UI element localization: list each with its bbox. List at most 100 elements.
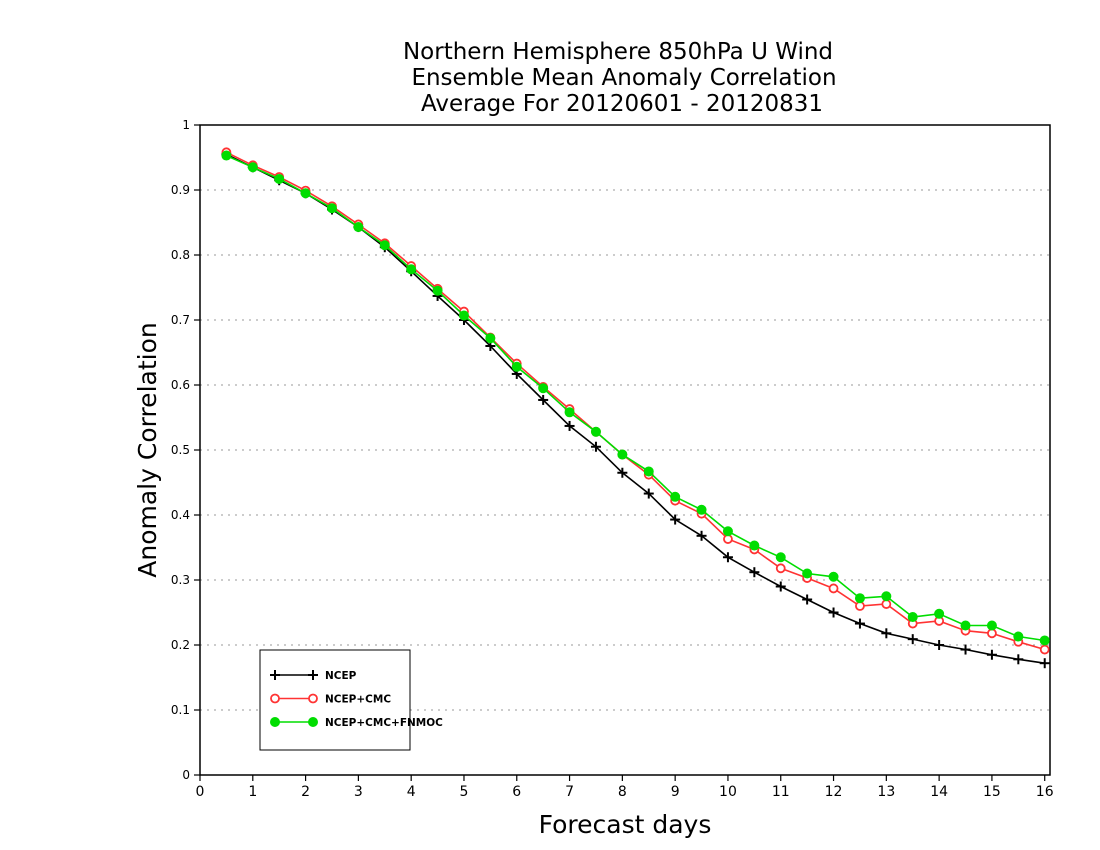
y-tick-label: 1 (182, 118, 190, 132)
y-axis: 0 0.1 0.2 0.3 0.4 0.5 0.6 0.7 0.8 0.9 1 (171, 118, 200, 782)
data-point-filled-circle (353, 222, 364, 233)
data-point-plus (270, 670, 280, 680)
data-point-filled-circle (308, 717, 318, 727)
data-point-filled-circle (802, 568, 813, 579)
x-tick-label: 12 (825, 784, 843, 800)
data-point-filled-circle (274, 173, 285, 184)
series-line (226, 154, 1045, 642)
y-tick-label: 0.4 (171, 508, 190, 522)
grid-lines (200, 189, 1050, 711)
data-point-filled-circle (617, 449, 628, 460)
data-point-plus (881, 628, 892, 639)
legend-box (259, 649, 411, 751)
data-point-plus (643, 488, 654, 499)
data-point-filled-circle (379, 240, 390, 251)
data-point-plus (986, 649, 997, 660)
data-point-filled-circle (854, 593, 865, 604)
data-point-filled-circle (1013, 631, 1024, 642)
legend-item: NCEP+CMC (270, 693, 391, 706)
data-point-filled-circle (643, 466, 654, 477)
title-line-1: Northern Hemisphere 850hPa U Wind (403, 39, 833, 65)
data-point-plus (1013, 654, 1024, 665)
data-point-filled-circle (406, 264, 417, 275)
series-line (226, 151, 1045, 651)
y-axis-label: Anomaly Correlation (133, 322, 162, 577)
y-tick-label: 0.7 (171, 313, 190, 327)
series-ncep-cmc (221, 147, 1050, 655)
data-point-filled-circle (749, 540, 760, 551)
x-axis: 0 1 2 3 4 5 6 7 8 9 10 11 12 13 14 15 16 (196, 775, 1054, 800)
data-point-filled-circle (722, 526, 733, 537)
data-point-filled-circle (960, 620, 971, 631)
series-ncep (221, 149, 1050, 669)
title-line-2: Ensemble Mean Anomaly Correlation (411, 65, 836, 91)
x-tick-label: 0 (196, 784, 205, 800)
y-tick-label: 0.5 (171, 443, 190, 457)
x-tick-label: 6 (512, 784, 521, 800)
data-point-open-circle (1039, 644, 1050, 655)
data-point-plus (775, 581, 786, 592)
data-point-filled-circle (458, 310, 469, 321)
data-point-filled-circle (934, 608, 945, 619)
data-point-filled-circle (590, 426, 601, 437)
legend-item: NCEP (270, 670, 357, 682)
data-point-filled-circle (300, 188, 311, 199)
data-point-open-circle (308, 693, 318, 704)
series-ncep-cmc-fnmoc (221, 150, 1050, 646)
data-point-plus (722, 552, 733, 563)
legend-item: NCEP+CMC+FNMOC (270, 717, 443, 729)
y-tick-label: 0.8 (171, 248, 190, 262)
series-line (226, 153, 1045, 664)
x-tick-label: 16 (1036, 784, 1054, 800)
x-tick-label: 1 (248, 784, 257, 800)
data-point-filled-circle (986, 620, 997, 631)
x-tick-label: 7 (565, 784, 574, 800)
data-point-filled-circle (485, 333, 496, 344)
data-point-open-circle (775, 563, 786, 574)
legend-label: NCEP+CMC+FNMOC (325, 717, 443, 729)
data-point-open-circle (270, 693, 280, 704)
data-point-filled-circle (775, 552, 786, 563)
x-tick-label: 15 (983, 784, 1001, 800)
x-tick-label: 13 (877, 784, 895, 800)
y-tick-label: 0 (182, 768, 190, 782)
x-axis-label: Forecast days (539, 810, 712, 839)
series-lines (221, 147, 1050, 669)
data-point-filled-circle (247, 162, 258, 173)
y-tick-label: 0.6 (171, 378, 190, 392)
data-point-plus (617, 467, 628, 478)
data-point-plus (907, 634, 918, 645)
legend-items: NCEP NCEP+CMC NCEP+CMC+FNMOC (270, 670, 443, 729)
legend-label: NCEP (325, 670, 357, 682)
data-point-plus (960, 644, 971, 655)
data-point-filled-circle (670, 491, 681, 502)
data-point-filled-circle (326, 203, 337, 214)
x-tick-label: 4 (407, 784, 416, 800)
x-tick-label: 9 (671, 784, 680, 800)
data-point-plus (934, 640, 945, 650)
data-point-filled-circle (881, 591, 892, 602)
data-point-plus (828, 607, 839, 618)
data-point-filled-circle (432, 285, 443, 296)
data-point-filled-circle (221, 150, 232, 161)
data-point-plus (749, 567, 760, 578)
y-tick-label: 0.9 (171, 183, 190, 197)
legend-label: NCEP+CMC (325, 694, 391, 706)
chart-title: Northern Hemisphere 850hPa U Wind Ensemb… (403, 39, 837, 117)
data-point-filled-circle (270, 717, 280, 727)
x-tick-label: 5 (460, 784, 469, 800)
x-tick-label: 11 (772, 784, 790, 800)
data-point-plus (802, 594, 813, 605)
x-tick-label: 14 (930, 784, 948, 800)
data-point-filled-circle (538, 383, 549, 394)
y-tick-label: 0.2 (171, 638, 190, 652)
x-tick-label: 8 (618, 784, 627, 800)
title-line-3: Average For 20120601 - 20120831 (421, 91, 823, 117)
data-point-plus (308, 670, 318, 680)
data-point-filled-circle (696, 504, 707, 515)
data-point-filled-circle (828, 571, 839, 582)
x-tick-label: 2 (301, 784, 310, 800)
data-point-plus (590, 441, 601, 452)
data-point-open-circle (828, 583, 839, 594)
